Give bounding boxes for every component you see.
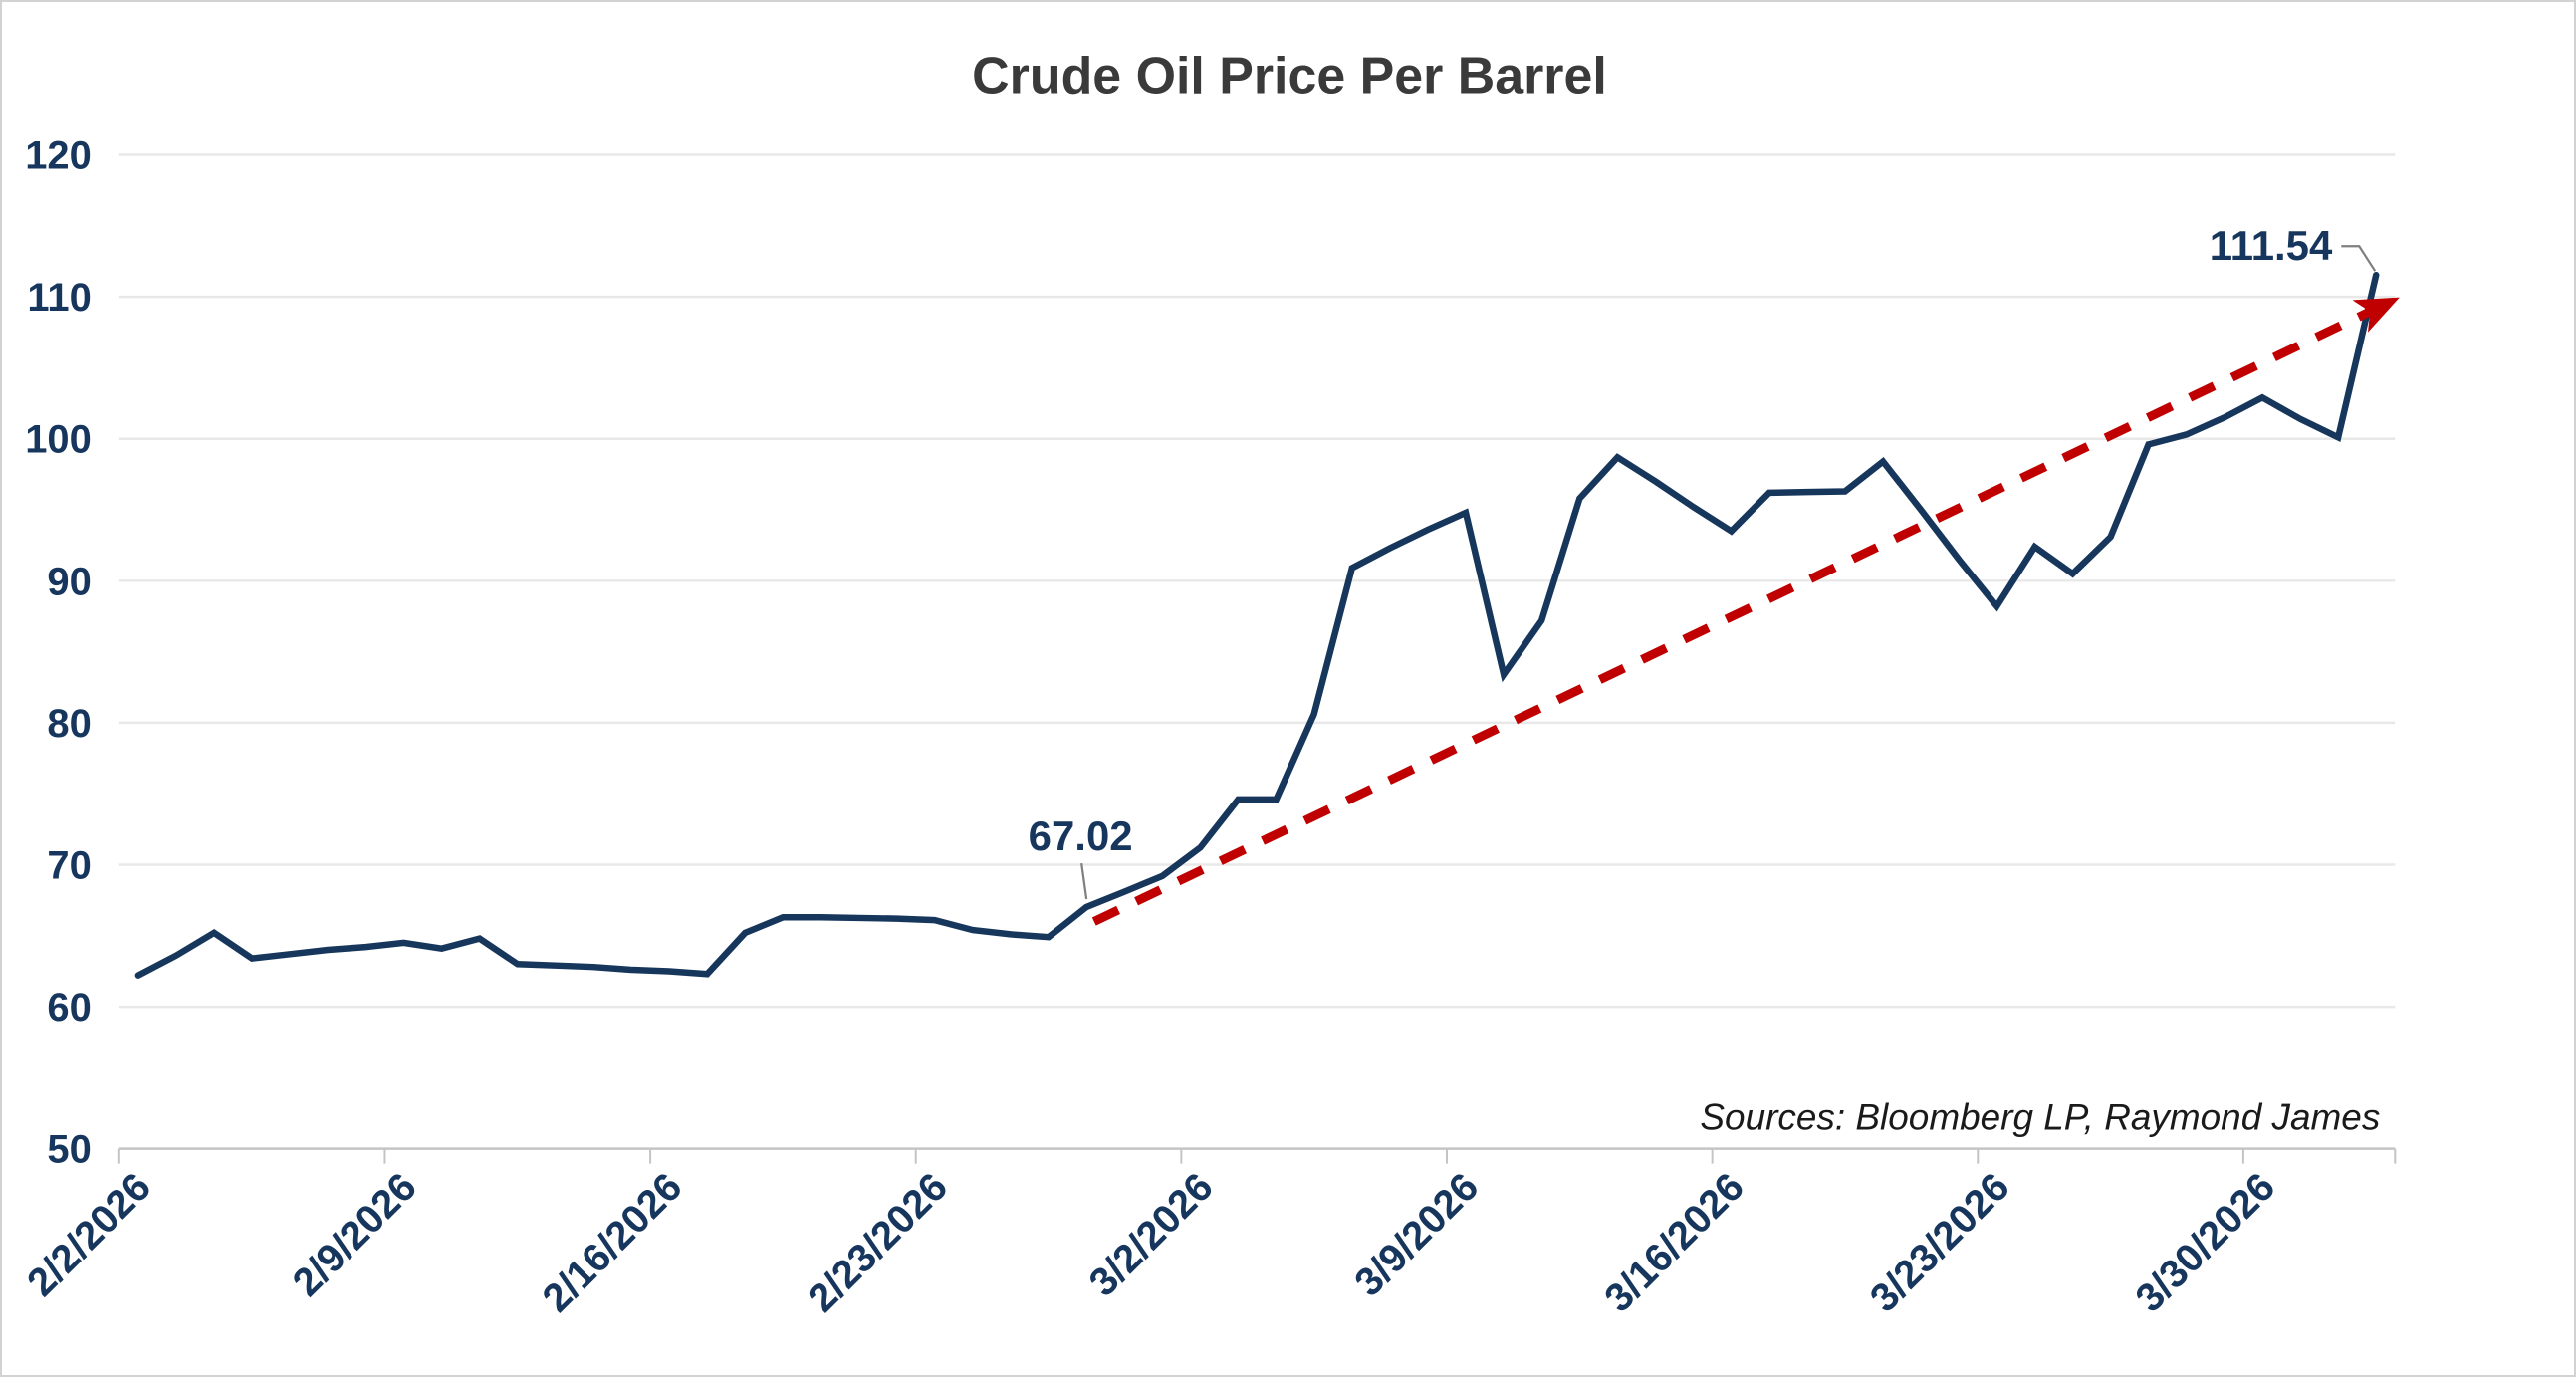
annotation-label: 111.54 bbox=[2210, 222, 2333, 269]
y-axis-label: 90 bbox=[47, 560, 91, 603]
y-axis-label: 70 bbox=[47, 843, 91, 887]
annotation-callout bbox=[2341, 245, 2377, 272]
x-axis-label: 2/23/2026 bbox=[800, 1165, 956, 1321]
x-axis-labels: 2/2/2026 2/9/2026 2/16/2026 2/23/2026 3/2/20… bbox=[19, 1165, 2283, 1321]
chart-title: Crude Oil Price Per Barrel bbox=[972, 47, 1607, 105]
y-axis-labels: 50 60 70 80 90 100 110 120 bbox=[25, 134, 92, 1172]
gridlines bbox=[118, 153, 2396, 1150]
price-line bbox=[134, 271, 2380, 979]
x-axis-label: 3/30/2026 bbox=[2127, 1165, 2283, 1321]
x-axis-label: 3/23/2026 bbox=[1862, 1165, 2018, 1321]
x-axis-label: 2/16/2026 bbox=[535, 1165, 691, 1321]
y-axis-label: 50 bbox=[47, 1128, 91, 1172]
x-axis-label: 2/9/2026 bbox=[285, 1165, 425, 1305]
x-axis-label: 3/2/2026 bbox=[1081, 1165, 1222, 1305]
y-axis-label: 100 bbox=[25, 418, 92, 462]
x-axis-ticks bbox=[117, 1148, 2397, 1164]
annotations: 67.02 111.54 bbox=[1029, 222, 2377, 900]
y-axis-label: 60 bbox=[47, 986, 91, 1030]
x-axis-label: 2/2/2026 bbox=[19, 1165, 159, 1305]
y-axis-label: 80 bbox=[47, 702, 91, 746]
sources-note: Sources: Bloomberg LP, Raymond James bbox=[1700, 1097, 2380, 1138]
trend-line bbox=[1091, 297, 2400, 926]
y-axis-label: 110 bbox=[27, 276, 91, 320]
y-axis-label: 120 bbox=[25, 134, 92, 178]
x-axis-label: 3/9/2026 bbox=[1346, 1165, 1487, 1305]
annotation-label: 67.02 bbox=[1029, 812, 1133, 859]
annotation-callout bbox=[1080, 862, 1088, 900]
trend-line-group bbox=[1091, 297, 2400, 926]
price-series bbox=[134, 271, 2380, 979]
x-axis-label: 3/16/2026 bbox=[1596, 1165, 1753, 1321]
